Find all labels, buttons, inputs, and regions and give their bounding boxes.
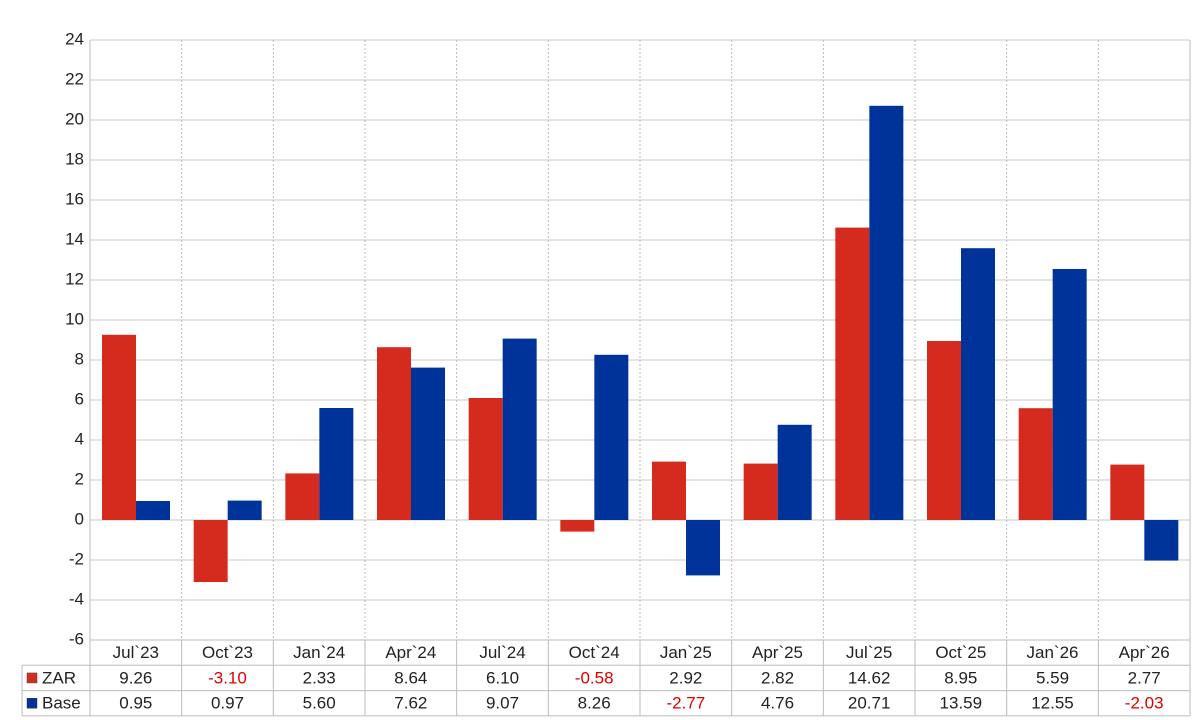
bar [285,473,320,520]
x-tick-label: Oct`24 [569,643,620,662]
y-tick-label: 16 [65,189,84,208]
y-tick-label: 0 [75,509,84,528]
bar [227,500,262,520]
table-value: 4.76 [761,694,794,713]
y-tick-label: 18 [65,149,84,168]
bar [1144,520,1179,561]
y-tick-label: 14 [65,229,84,248]
bar [594,354,629,520]
x-tick-label: Jan`26 [1027,643,1079,662]
bar [468,398,503,520]
table-value: -2.03 [1125,694,1164,713]
bar [686,520,720,576]
table-value: 8.64 [394,668,427,687]
table-value: 7.62 [394,694,427,713]
y-tick-label: 20 [65,109,84,128]
y-tick-label: 8 [75,349,84,368]
y-tick-label: -2 [69,549,84,568]
bar [743,463,778,520]
bar [777,424,812,520]
bar [652,461,686,520]
y-tick-label: -4 [69,589,84,608]
bar [102,334,136,520]
x-tick-label: Apr`24 [385,643,436,662]
bar [1052,269,1087,520]
table-value: -0.58 [575,668,614,687]
bar [1018,408,1053,520]
bar [1110,464,1145,520]
bar [869,105,904,521]
y-tick-label: 10 [65,309,84,328]
table-value: 8.26 [578,694,611,713]
table-value: 9.26 [119,668,152,687]
bar [193,520,228,582]
x-tick-label: Apr`26 [1119,643,1170,662]
table-value: 5.59 [1036,668,1069,687]
bar [502,338,537,520]
y-tick-label: 6 [75,389,84,408]
x-tick-label: Apr`25 [752,643,803,662]
bar [411,367,445,520]
legend-label: ZAR [42,668,76,687]
table-value: 13.59 [940,694,983,713]
table-value: 6.10 [486,668,519,687]
table-value: 20.71 [848,694,891,713]
bar [961,248,995,520]
x-tick-label: Oct`23 [202,643,253,662]
table-value: 9.07 [486,694,519,713]
bar [560,520,595,532]
table-value: 8.95 [944,668,977,687]
x-tick-label: Jan`24 [293,643,345,662]
y-tick-label: 12 [65,269,84,288]
table-value: 2.82 [761,668,794,687]
x-tick-label: Jan`25 [660,643,712,662]
bar [136,501,170,520]
bar [319,408,354,520]
table-value: 5.60 [303,694,336,713]
table-value: 12.55 [1031,694,1074,713]
x-tick-label: Jul`23 [113,643,159,662]
y-tick-label: 4 [75,429,84,448]
y-tick-label: 2 [75,469,84,488]
table-value: 0.95 [119,694,152,713]
y-tick-label: -6 [69,629,84,648]
y-tick-label: 22 [65,69,84,88]
table-value: 0.97 [211,694,244,713]
bar [377,347,411,520]
legend-swatch [26,698,38,709]
x-tick-label: Oct`25 [935,643,986,662]
bar [835,227,870,520]
table-value: 2.77 [1128,668,1161,687]
table-value: 2.33 [303,668,336,687]
x-tick-label: Jul`24 [479,643,525,662]
legend-swatch [26,672,38,684]
table-value: -2.77 [666,694,705,713]
table-value: 14.62 [848,668,891,687]
table-value: 2.92 [669,668,702,687]
bar [927,341,961,520]
y-tick-label: 24 [65,29,84,48]
legend-label: Base [42,694,81,713]
x-tick-label: Jul`25 [846,643,892,662]
table-value: -3.10 [208,668,247,687]
